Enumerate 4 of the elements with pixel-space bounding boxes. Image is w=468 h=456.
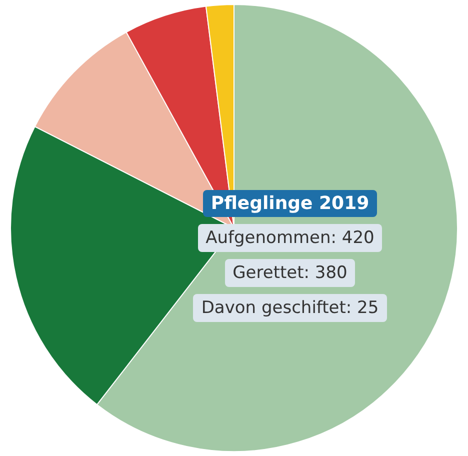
text: Pfleglinge 2019 [202, 190, 378, 217]
text: Davon geschiftet: 25 [193, 294, 387, 322]
text: Aufgenommen: 420 [198, 224, 382, 252]
text: Gerettet: 380 [224, 259, 356, 287]
